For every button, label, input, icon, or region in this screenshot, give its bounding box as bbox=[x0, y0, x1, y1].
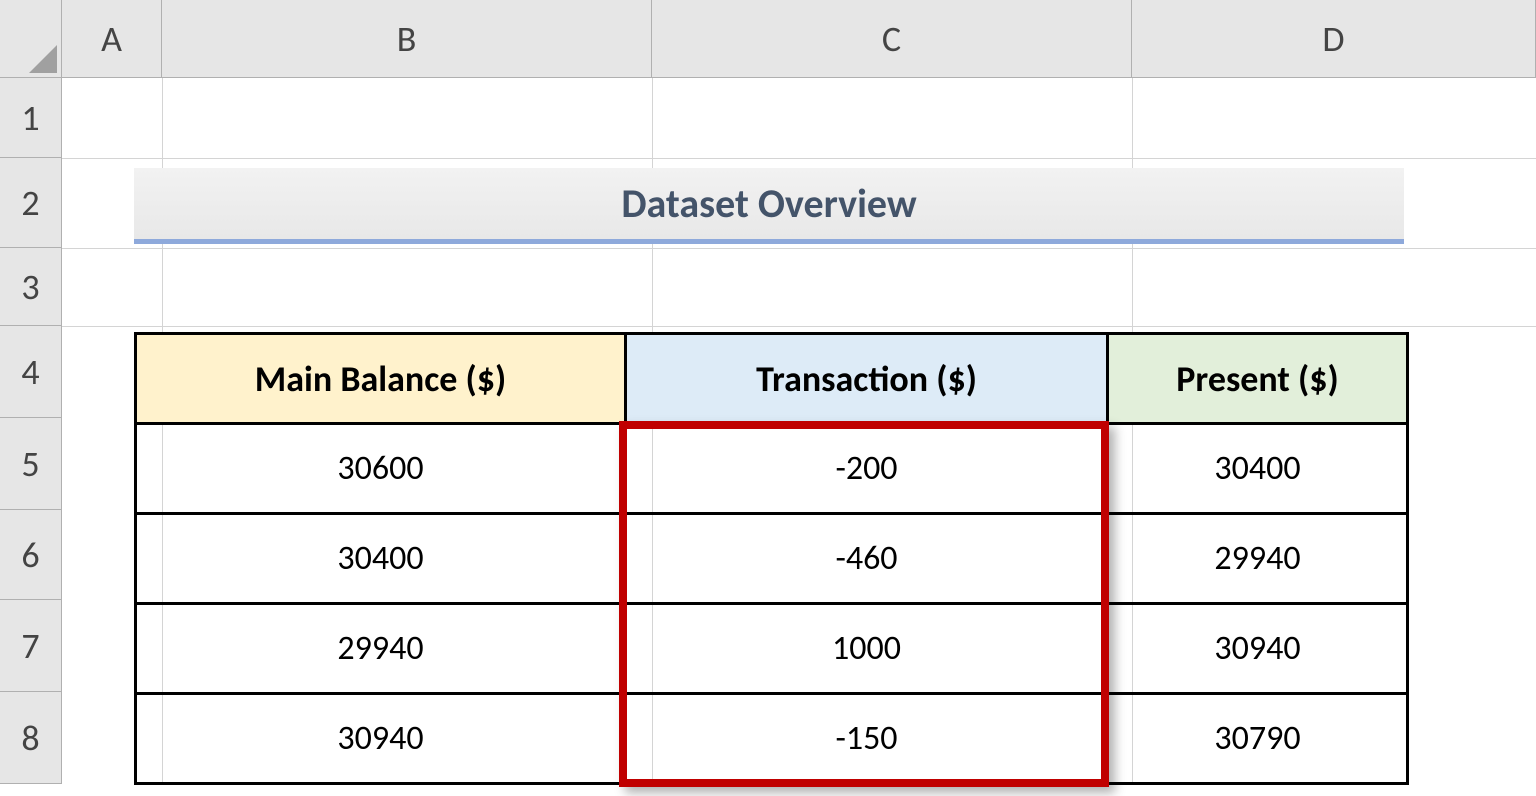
cell-transaction[interactable]: -200 bbox=[626, 424, 1108, 514]
row-header-7[interactable]: 7 bbox=[0, 600, 62, 692]
row-header-1[interactable]: 1 bbox=[0, 78, 62, 158]
cell-balance[interactable]: 30400 bbox=[136, 514, 626, 604]
row-header-3[interactable]: 3 bbox=[0, 248, 62, 326]
table-row: 29940 1000 30940 bbox=[136, 604, 1408, 694]
col-header-a[interactable]: A bbox=[62, 0, 162, 78]
row-header-8[interactable]: 8 bbox=[0, 692, 62, 784]
cell-present[interactable]: 29940 bbox=[1108, 514, 1408, 604]
table-header-row: Main Balance ($) Transaction ($) Present… bbox=[136, 334, 1408, 424]
row-header-4[interactable]: 4 bbox=[0, 326, 62, 418]
spreadsheet-grid: A B C D 1 Dataset Overview Main Balance … bbox=[0, 0, 1536, 784]
cell-balance[interactable]: 30940 bbox=[136, 694, 626, 784]
header-transaction[interactable]: Transaction ($) bbox=[626, 334, 1108, 424]
table-row: 30600 -200 30400 bbox=[136, 424, 1408, 514]
content-area: Dataset Overview Main Balance ($) Transa… bbox=[62, 78, 1536, 784]
row-header-2[interactable]: 2 bbox=[0, 158, 62, 248]
table-row: 30400 -460 29940 bbox=[136, 514, 1408, 604]
cell-balance[interactable]: 29940 bbox=[136, 604, 626, 694]
row-header-5[interactable]: 5 bbox=[0, 418, 62, 510]
header-present[interactable]: Present ($) bbox=[1108, 334, 1408, 424]
col-header-d[interactable]: D bbox=[1132, 0, 1536, 78]
table-row: 30940 -150 30790 bbox=[136, 694, 1408, 784]
title-banner[interactable]: Dataset Overview bbox=[134, 168, 1404, 244]
select-all-corner[interactable] bbox=[0, 0, 62, 78]
cell-transaction[interactable]: 1000 bbox=[626, 604, 1108, 694]
cell-transaction[interactable]: -460 bbox=[626, 514, 1108, 604]
data-table: Main Balance ($) Transaction ($) Present… bbox=[134, 332, 1409, 785]
cell-present[interactable]: 30790 bbox=[1108, 694, 1408, 784]
cell-balance[interactable]: 30600 bbox=[136, 424, 626, 514]
col-header-b[interactable]: B bbox=[162, 0, 652, 78]
cell-transaction[interactable]: -150 bbox=[626, 694, 1108, 784]
cell-present[interactable]: 30400 bbox=[1108, 424, 1408, 514]
row-header-6[interactable]: 6 bbox=[0, 510, 62, 600]
col-header-c[interactable]: C bbox=[652, 0, 1132, 78]
header-balance[interactable]: Main Balance ($) bbox=[136, 334, 626, 424]
cell-present[interactable]: 30940 bbox=[1108, 604, 1408, 694]
